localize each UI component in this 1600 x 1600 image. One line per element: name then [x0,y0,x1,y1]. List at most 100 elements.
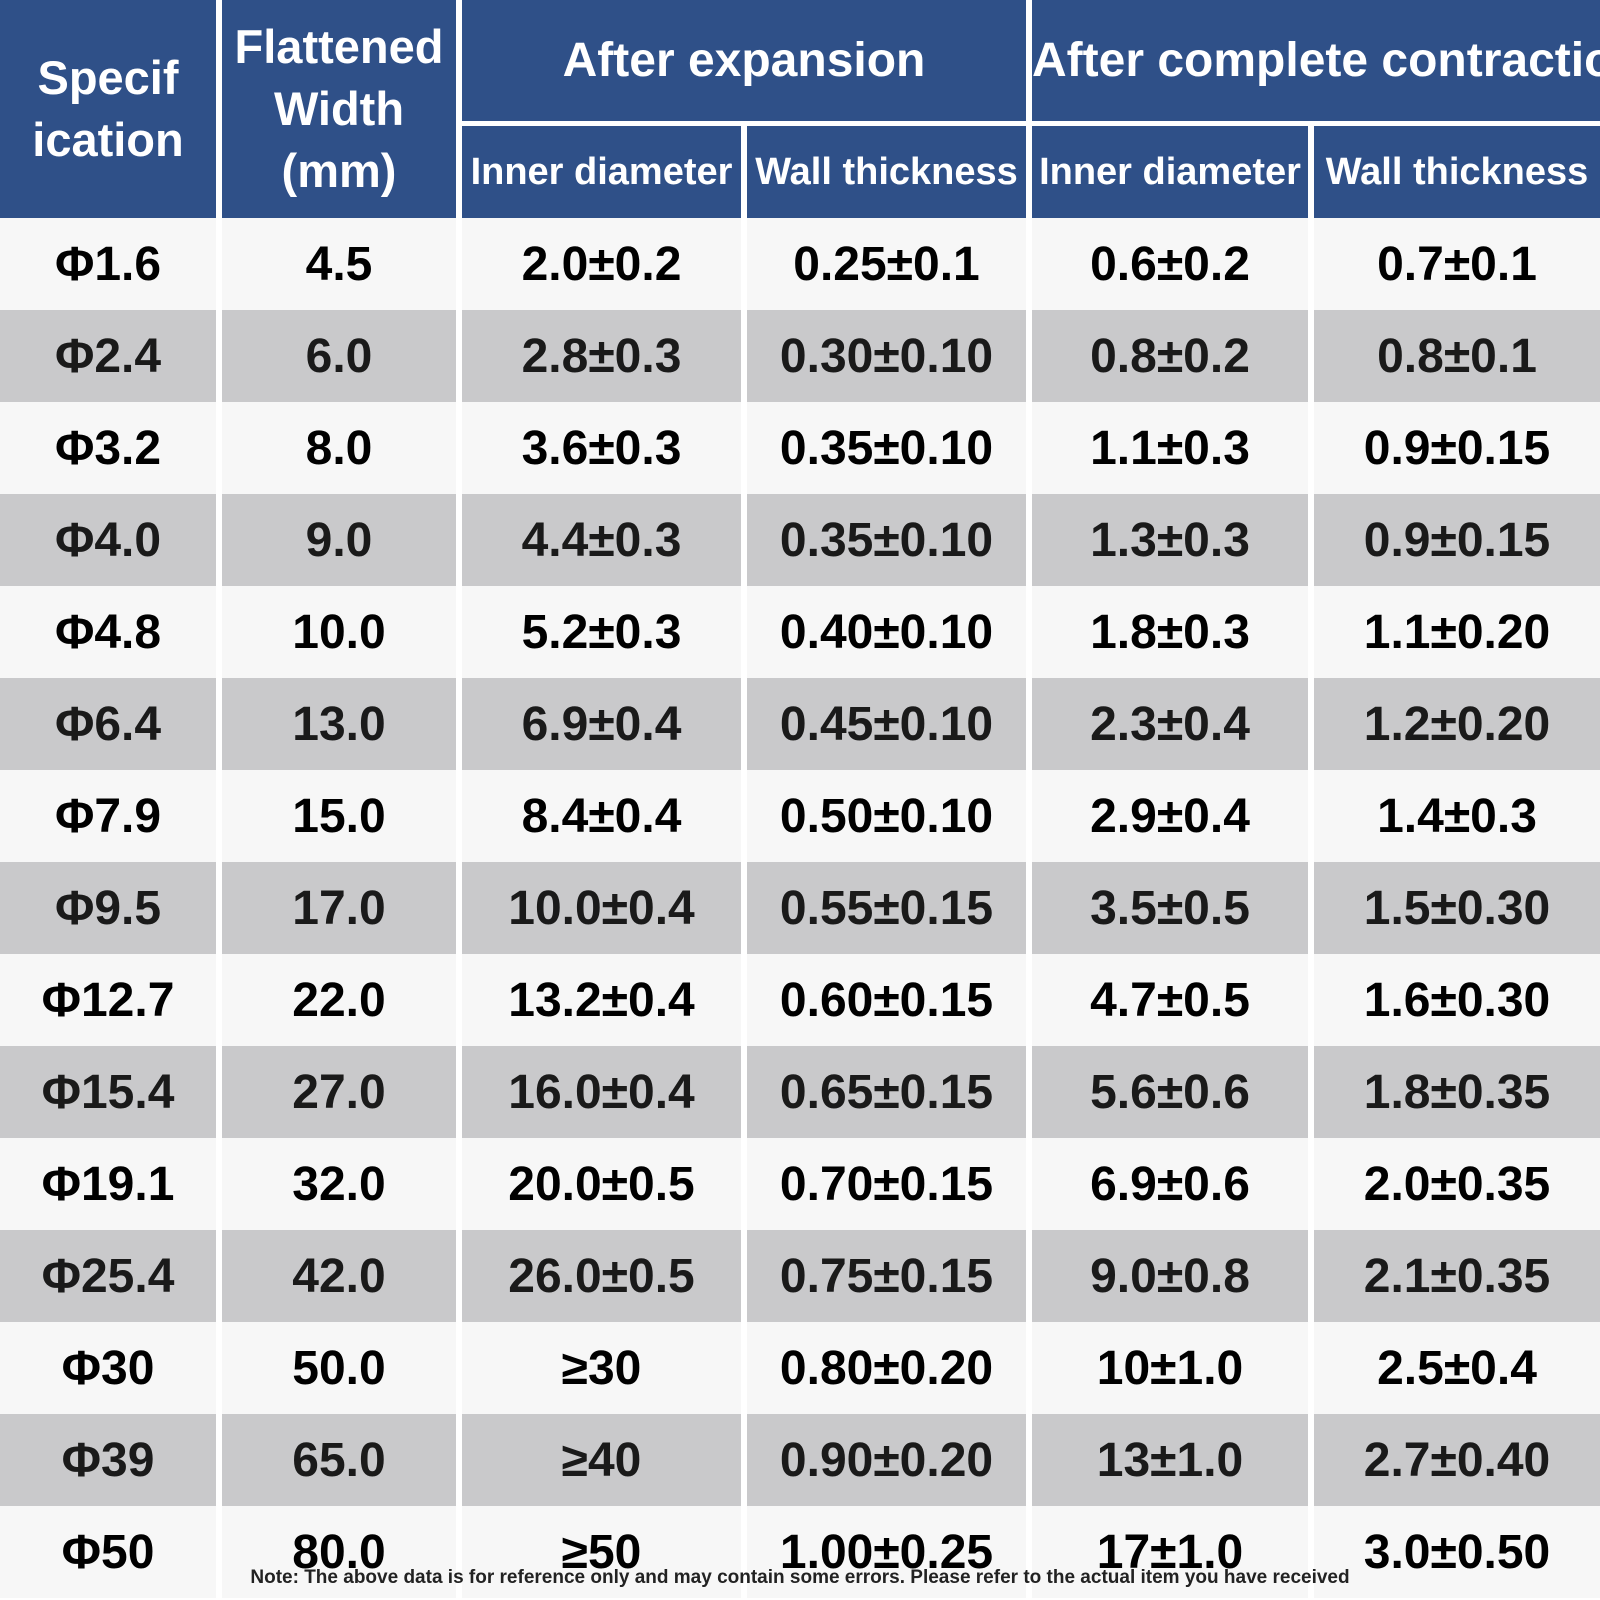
cell-flattened-width: 22.0 [222,954,462,1046]
cell-expansion-wall-thickness: 0.35±0.10 [747,402,1032,494]
cell-contraction-inner-diameter: 1.1±0.3 [1032,402,1314,494]
cell-specification: Φ7.9 [0,770,222,862]
cell-contraction-wall-thickness: 1.5±0.30 [1314,862,1600,954]
cell-contraction-inner-diameter: 1.3±0.3 [1032,494,1314,586]
header-flattened-width-line1: Flattened [234,20,444,73]
cell-expansion-inner-diameter: 16.0±0.4 [462,1046,747,1138]
cell-expansion-wall-thickness: 0.35±0.10 [747,494,1032,586]
cell-flattened-width: 42.0 [222,1230,462,1322]
cell-expansion-wall-thickness: 0.80±0.20 [747,1322,1032,1414]
cell-contraction-wall-thickness: 1.2±0.20 [1314,678,1600,770]
table-row: Φ39 65.0 ≥40 0.90±0.20 13±1.0 2.7±0.40 [0,1414,1600,1506]
cell-contraction-inner-diameter: 1.8±0.3 [1032,586,1314,678]
cell-flattened-width: 13.0 [222,678,462,770]
footnote: Note: The above data is for reference on… [250,1567,1350,1588]
cell-expansion-wall-thickness: 0.30±0.10 [747,310,1032,402]
cell-expansion-inner-diameter: 26.0±0.5 [462,1230,747,1322]
cell-expansion-wall-thickness: 0.60±0.15 [747,954,1032,1046]
cell-expansion-inner-diameter: 3.6±0.3 [462,402,747,494]
cell-contraction-inner-diameter: 17±1.0 [1032,1506,1314,1598]
cell-contraction-wall-thickness: 0.9±0.15 [1314,494,1600,586]
cell-expansion-wall-thickness: 0.65±0.15 [747,1046,1032,1138]
cell-contraction-inner-diameter: 5.6±0.6 [1032,1046,1314,1138]
cell-flattened-width: 6.0 [222,310,462,402]
cell-expansion-wall-thickness: 1.00±0.25 [747,1506,1032,1598]
cell-specification: Φ12.7 [0,954,222,1046]
cell-expansion-inner-diameter: 13.2±0.4 [462,954,747,1046]
cell-contraction-inner-diameter: 0.6±0.2 [1032,218,1314,310]
cell-contraction-wall-thickness: 3.0±0.50 [1314,1506,1600,1598]
cell-expansion-wall-thickness: 0.75±0.15 [747,1230,1032,1322]
header-specification: Specif ication [0,0,222,218]
cell-specification: Φ30 [0,1322,222,1414]
table-row: Φ30 50.0 ≥30 0.80±0.20 10±1.0 2.5±0.4 [0,1322,1600,1414]
cell-contraction-wall-thickness: 1.1±0.20 [1314,586,1600,678]
cell-specification: Φ1.6 [0,218,222,310]
header-after-expansion: After expansion [462,0,1032,127]
cell-contraction-inner-diameter: 4.7±0.5 [1032,954,1314,1046]
cell-flattened-width: 8.0 [222,402,462,494]
cell-expansion-inner-diameter: 6.9±0.4 [462,678,747,770]
cell-specification: Φ6.4 [0,678,222,770]
header-after-contraction: After complete contraction [1032,0,1600,127]
cell-expansion-inner-diameter: 4.4±0.3 [462,494,747,586]
header-flattened-width-line3: (mm) [281,144,397,197]
cell-expansion-wall-thickness: 0.70±0.15 [747,1138,1032,1230]
cell-specification: Φ39 [0,1414,222,1506]
header-flattened-width: Flattened Width (mm) [222,0,462,218]
cell-flattened-width: 4.5 [222,218,462,310]
cell-specification: Φ4.8 [0,586,222,678]
table-row: Φ15.4 27.0 16.0±0.4 0.65±0.15 5.6±0.6 1.8±0.3… [0,1046,1600,1138]
cell-contraction-wall-thickness: 1.6±0.30 [1314,954,1600,1046]
cell-expansion-wall-thickness: 0.50±0.10 [747,770,1032,862]
cell-expansion-inner-diameter: ≥50 [462,1506,747,1598]
table-body: Φ1.6 4.5 2.0±0.2 0.25±0.1 0.6±0.2 0.7±0.1 Φ2.4… [0,218,1600,1598]
cell-contraction-inner-diameter: 13±1.0 [1032,1414,1314,1506]
cell-specification: Φ3.2 [0,402,222,494]
cell-contraction-wall-thickness: 2.0±0.35 [1314,1138,1600,1230]
cell-contraction-wall-thickness: 2.5±0.4 [1314,1322,1600,1414]
cell-expansion-inner-diameter: 20.0±0.5 [462,1138,747,1230]
cell-specification: Φ19.1 [0,1138,222,1230]
cell-specification: Φ15.4 [0,1046,222,1138]
cell-contraction-inner-diameter: 0.8±0.2 [1032,310,1314,402]
table-row: Φ50 80.0 ≥50 1.00±0.25 17±1.0 3.0±0.50 [0,1506,1600,1598]
header-specification-line1: Specif [37,51,179,104]
cell-contraction-wall-thickness: 0.9±0.15 [1314,402,1600,494]
header-expansion-wall-thickness: Wall thickness [747,126,1032,218]
cell-contraction-wall-thickness: 0.8±0.1 [1314,310,1600,402]
cell-expansion-inner-diameter: 2.0±0.2 [462,218,747,310]
table-row: Φ2.4 6.0 2.8±0.3 0.30±0.10 0.8±0.2 0.8±0.1 [0,310,1600,402]
cell-expansion-inner-diameter: 10.0±0.4 [462,862,747,954]
cell-specification: Φ50 [0,1506,222,1598]
cell-contraction-wall-thickness: 2.7±0.40 [1314,1414,1600,1506]
cell-contraction-inner-diameter: 2.9±0.4 [1032,770,1314,862]
table-row: Φ19.1 32.0 20.0±0.5 0.70±0.15 6.9±0.6 2.0±0.3… [0,1138,1600,1230]
table-row: Φ4.8 10.0 5.2±0.3 0.40±0.10 1.8±0.3 1.1±0.20 [0,586,1600,678]
cell-flattened-width: 27.0 [222,1046,462,1138]
table-row: Φ3.2 8.0 3.6±0.3 0.35±0.10 1.1±0.3 0.9±0.15 [0,402,1600,494]
cell-flattened-width: 9.0 [222,494,462,586]
cell-specification: Φ2.4 [0,310,222,402]
header-contraction-inner-diameter: Inner diameter [1032,126,1314,218]
cell-expansion-wall-thickness: 0.90±0.20 [747,1414,1032,1506]
cell-contraction-wall-thickness: 1.8±0.35 [1314,1046,1600,1138]
cell-expansion-wall-thickness: 0.45±0.10 [747,678,1032,770]
cell-contraction-wall-thickness: 0.7±0.1 [1314,218,1600,310]
cell-flattened-width: 10.0 [222,586,462,678]
cell-specification: Φ25.4 [0,1230,222,1322]
cell-specification: Φ9.5 [0,862,222,954]
cell-specification: Φ4.0 [0,494,222,586]
cell-contraction-wall-thickness: 2.1±0.35 [1314,1230,1600,1322]
cell-contraction-inner-diameter: 9.0±0.8 [1032,1230,1314,1322]
header-flattened-width-line2: Width [273,82,405,135]
cell-expansion-inner-diameter: 2.8±0.3 [462,310,747,402]
cell-contraction-inner-diameter: 3.5±0.5 [1032,862,1314,954]
header-contraction-wall-thickness: Wall thickness [1314,126,1600,218]
cell-contraction-inner-diameter: 6.9±0.6 [1032,1138,1314,1230]
cell-flattened-width: 32.0 [222,1138,462,1230]
cell-expansion-inner-diameter: ≥40 [462,1414,747,1506]
cell-expansion-wall-thickness: 0.25±0.1 [747,218,1032,310]
cell-expansion-inner-diameter: 8.4±0.4 [462,770,747,862]
cell-flattened-width: 50.0 [222,1322,462,1414]
